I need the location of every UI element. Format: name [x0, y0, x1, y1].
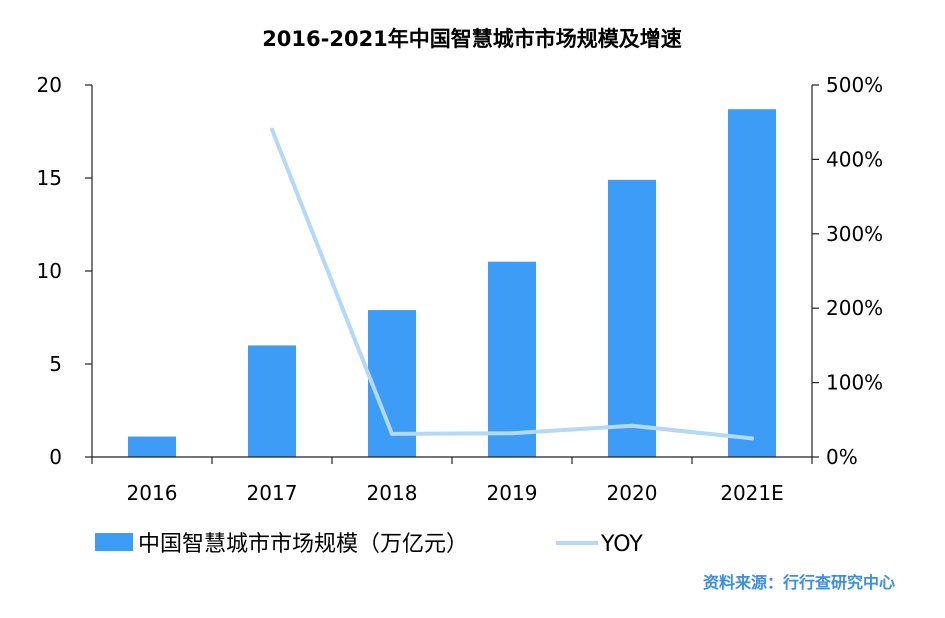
- x-tick-label: 2016: [127, 481, 178, 505]
- left-tick-label: 20: [37, 73, 62, 97]
- right-tick-label: 100%: [826, 371, 883, 395]
- yoy-point-2018[interactable]: [390, 431, 394, 436]
- x-tick-label: 2018: [367, 481, 418, 505]
- legend: 中国智慧城市市场规模（万亿元） YOY: [95, 532, 643, 557]
- left-tick-label: 5: [49, 352, 62, 376]
- source-note: 资料来源：行行查研究中心: [703, 573, 895, 592]
- right-tick-label: 300%: [826, 222, 883, 246]
- bar-2021E[interactable]: [728, 109, 776, 458]
- right-tick-label: 0%: [826, 445, 858, 469]
- legend-swatch-bar: [95, 533, 133, 551]
- line-layer: [270, 127, 754, 441]
- yoy-point-2017[interactable]: [270, 127, 274, 132]
- x-tick-label: 2021E: [720, 481, 784, 505]
- right-tick-label: 400%: [826, 147, 883, 171]
- left-tick-label: 10: [37, 259, 62, 283]
- left-tick-label: 0: [49, 445, 62, 469]
- yoy-point-2021E[interactable]: [750, 436, 754, 441]
- x-tick-label: 2017: [247, 481, 298, 505]
- bar-2020[interactable]: [608, 179, 656, 458]
- yoy-point-2020[interactable]: [630, 423, 634, 428]
- chart-title: 2016-2021年中国智慧城市市场规模及增速: [262, 27, 682, 51]
- right-tick-label: 500%: [826, 73, 883, 97]
- x-tick-label: 2020: [607, 481, 658, 505]
- x-tick-label: 2019: [487, 481, 538, 505]
- right-tick-label: 200%: [826, 296, 883, 320]
- yoy-point-2019[interactable]: [510, 431, 514, 436]
- bar-2019[interactable]: [488, 261, 536, 457]
- bar-2016[interactable]: [128, 436, 176, 457]
- left-tick-label: 15: [37, 166, 62, 190]
- legend-label-line: YOY: [600, 532, 643, 557]
- bar-2017[interactable]: [248, 345, 296, 457]
- bars-layer: [128, 109, 776, 458]
- legend-label-bar: 中国智慧城市市场规模（万亿元）: [138, 532, 468, 557]
